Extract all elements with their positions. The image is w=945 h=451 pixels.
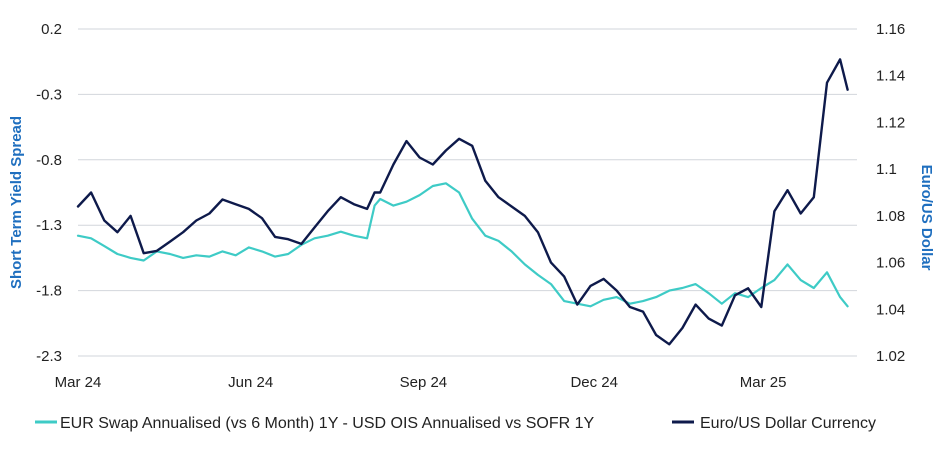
x-tick-label: Jun 24 — [228, 374, 273, 391]
legend-label-eurusd: Euro/US Dollar Currency — [700, 415, 876, 432]
right-tick-label: 1.16 — [876, 21, 905, 38]
series-line-eur-swap-spread — [76, 182, 849, 308]
left-tick-label: 0.2 — [41, 21, 62, 38]
left-axis-ticks: 0.2 -0.3 -0.8 -1.3 -1.8 -2.3 — [36, 21, 62, 365]
left-tick-label: -1.3 — [36, 217, 62, 234]
right-tick-label: 1.02 — [876, 348, 905, 365]
series-line-eurusd — [76, 58, 849, 346]
legend-label-eur-swap-spread: EUR Swap Annualised (vs 6 Month) 1Y - US… — [60, 415, 594, 432]
right-tick-label: 1.04 — [876, 301, 905, 318]
right-tick-label: 1.1 — [876, 161, 897, 178]
right-axis-title: Euro/US Dollar — [918, 165, 935, 271]
left-axis-title: Short Term Yield Spread — [8, 116, 25, 289]
legend: EUR Swap Annualised (vs 6 Month) 1Y - US… — [35, 415, 876, 432]
left-tick-label: -2.3 — [36, 348, 62, 365]
left-tick-label: -0.8 — [36, 152, 62, 169]
series-lines — [76, 58, 849, 346]
right-tick-label: 1.06 — [876, 255, 905, 272]
x-tick-label: Sep 24 — [400, 374, 448, 391]
left-tick-label: -0.3 — [36, 86, 62, 103]
right-tick-label: 1.08 — [876, 208, 905, 225]
x-tick-label: Mar 25 — [740, 374, 787, 391]
x-tick-label: Mar 24 — [55, 374, 102, 391]
right-tick-label: 1.12 — [876, 114, 905, 131]
right-axis-ticks: 1.16 1.14 1.12 1.1 1.08 1.06 1.04 1.02 — [876, 21, 905, 365]
left-tick-label: -1.8 — [36, 283, 62, 300]
right-tick-label: 1.14 — [876, 68, 905, 85]
gridlines — [78, 28, 857, 357]
x-axis-ticks: Mar 24 Jun 24 Sep 24 Dec 24 Mar 25 — [55, 374, 787, 391]
x-tick-label: Dec 24 — [570, 374, 618, 391]
